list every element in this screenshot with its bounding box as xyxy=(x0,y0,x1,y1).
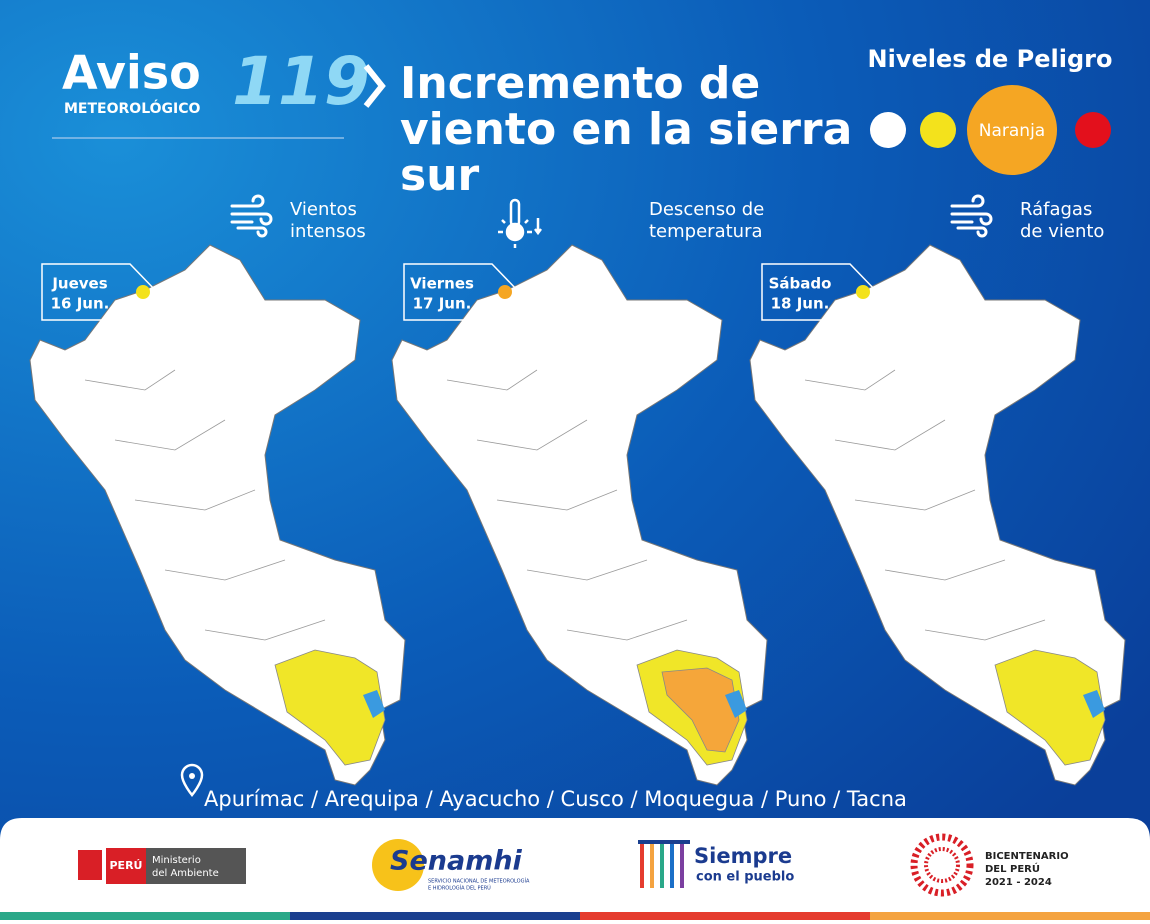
hazard-label: Ráfagas xyxy=(1020,199,1092,220)
level-label: Naranja xyxy=(979,121,1045,141)
slogan: Siempre xyxy=(694,844,792,868)
map xyxy=(29,244,406,786)
footer xyxy=(0,818,1150,920)
bicentenario-label: DEL PERÚ xyxy=(985,862,1040,875)
map xyxy=(749,244,1126,786)
hazard-label: intensos xyxy=(290,221,366,242)
peru-box xyxy=(106,848,146,884)
map-borders xyxy=(446,369,688,641)
level-dot xyxy=(870,112,906,148)
footer-bar xyxy=(0,912,290,920)
senamhi-sun xyxy=(372,839,424,891)
bicentenario-logo xyxy=(924,847,960,883)
location-icon xyxy=(189,773,195,779)
hazard-label: temperatura xyxy=(649,221,763,242)
date-label: 18 Jun. xyxy=(771,295,830,313)
senamhi-name: Senamhi xyxy=(390,846,523,877)
arrow xyxy=(363,64,386,108)
day-label: Viernes xyxy=(410,275,474,293)
hazard-label: Vientos xyxy=(290,199,357,220)
day-level-dot xyxy=(856,285,870,299)
slogan-icon xyxy=(638,840,690,888)
bicentenario-logo xyxy=(910,833,974,897)
map xyxy=(391,244,768,786)
bulletin-number: 119 xyxy=(232,43,370,120)
footer-bar xyxy=(580,912,870,920)
warning-area-orange xyxy=(661,667,740,753)
map-borders xyxy=(804,369,1046,641)
date-tag xyxy=(761,263,879,321)
peru-label: PERÚ xyxy=(110,859,143,872)
ministry-box xyxy=(146,848,246,884)
brand-subtitle: METEOROLÓGICO xyxy=(64,99,200,117)
map-borders xyxy=(84,369,326,641)
day-label: Jueves xyxy=(51,275,107,293)
level-dot xyxy=(967,85,1057,175)
hazard-label: de viento xyxy=(1020,221,1104,242)
coat-of-arms xyxy=(78,850,102,880)
footer-bar xyxy=(870,912,1150,920)
date-tag xyxy=(403,263,521,321)
date-tag xyxy=(41,263,159,321)
level-dot xyxy=(1075,112,1111,148)
levels-title: Niveles de Peligro xyxy=(867,45,1112,73)
date-label: 16 Jun. xyxy=(51,295,110,313)
brand: Aviso xyxy=(62,46,201,100)
regions: Apurímac / Arequipa / Ayacucho / Cusco /… xyxy=(204,787,907,811)
ministry-label: del Ambiente xyxy=(152,868,219,879)
senamhi-sub: SERVICIO NACIONAL DE METEOROLOGÍA xyxy=(428,878,530,885)
hazard-label: Descenso de xyxy=(649,199,764,220)
title-line: sur xyxy=(400,150,480,201)
location-icon xyxy=(180,763,204,797)
bicentenario-label: BICENTENARIO xyxy=(985,851,1069,862)
senamhi-sub: E HIDROLOGÍA DEL PERÚ xyxy=(428,885,491,892)
date-label: 17 Jun. xyxy=(413,295,472,313)
title-line: viento en la sierra xyxy=(400,104,852,155)
footer-bar xyxy=(290,912,580,920)
day-label: Sábado xyxy=(769,275,832,293)
level-dot xyxy=(920,112,956,148)
day-level-dot xyxy=(136,285,150,299)
bicentenario-label: 2021 - 2024 xyxy=(985,877,1052,888)
day-level-dot xyxy=(498,285,512,299)
levels: Naranja xyxy=(870,85,1111,175)
slogan: con el pueblo xyxy=(696,870,794,885)
title-line: Incremento de xyxy=(400,58,760,109)
ministry-label: Ministerio xyxy=(152,855,201,866)
